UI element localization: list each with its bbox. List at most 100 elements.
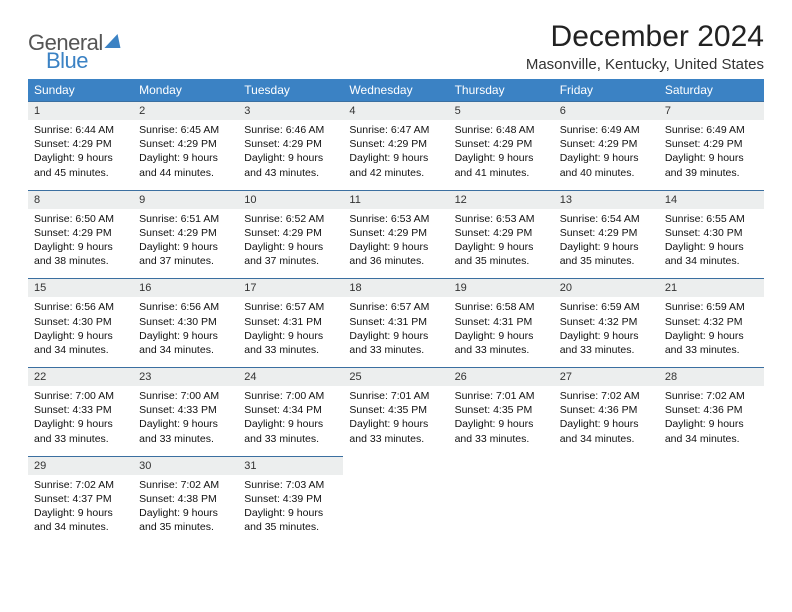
- daylight-line: Daylight: 9 hours and 33 minutes.: [349, 417, 442, 445]
- day-number: 15: [28, 278, 133, 297]
- sunset-line: Sunset: 4:38 PM: [139, 492, 232, 506]
- day-number: 29: [28, 456, 133, 475]
- sunset-line: Sunset: 4:29 PM: [455, 226, 548, 240]
- sunrise-line: Sunrise: 7:02 AM: [665, 389, 758, 403]
- day-detail: Sunrise: 6:52 AMSunset: 4:29 PMDaylight:…: [238, 209, 343, 279]
- calendar-day-cell: 18Sunrise: 6:57 AMSunset: 4:31 PMDayligh…: [343, 278, 448, 367]
- day-detail: Sunrise: 6:50 AMSunset: 4:29 PMDaylight:…: [28, 209, 133, 279]
- sunset-line: Sunset: 4:36 PM: [665, 403, 758, 417]
- day-detail: Sunrise: 7:00 AMSunset: 4:33 PMDaylight:…: [28, 386, 133, 456]
- weekday-header: Thursday: [449, 79, 554, 101]
- sunset-line: Sunset: 4:36 PM: [560, 403, 653, 417]
- day-detail: Sunrise: 6:48 AMSunset: 4:29 PMDaylight:…: [449, 120, 554, 190]
- day-detail: Sunrise: 6:49 AMSunset: 4:29 PMDaylight:…: [554, 120, 659, 190]
- daylight-line: Daylight: 9 hours and 34 minutes.: [665, 417, 758, 445]
- daylight-line: Daylight: 9 hours and 35 minutes.: [139, 506, 232, 534]
- sunrise-line: Sunrise: 7:02 AM: [34, 478, 127, 492]
- sunrise-line: Sunrise: 6:44 AM: [34, 123, 127, 137]
- sunrise-line: Sunrise: 6:49 AM: [560, 123, 653, 137]
- sunrise-line: Sunrise: 6:49 AM: [665, 123, 758, 137]
- sunset-line: Sunset: 4:29 PM: [139, 226, 232, 240]
- day-number: 28: [659, 367, 764, 386]
- calendar-day-cell: 15Sunrise: 6:56 AMSunset: 4:30 PMDayligh…: [28, 278, 133, 367]
- sunrise-line: Sunrise: 6:51 AM: [139, 212, 232, 226]
- weekday-header: Monday: [133, 79, 238, 101]
- weekday-header-row: SundayMondayTuesdayWednesdayThursdayFrid…: [28, 79, 764, 101]
- calendar-day-cell: 23Sunrise: 7:00 AMSunset: 4:33 PMDayligh…: [133, 367, 238, 456]
- sunrise-line: Sunrise: 6:56 AM: [139, 300, 232, 314]
- sunset-line: Sunset: 4:29 PM: [139, 137, 232, 151]
- daylight-line: Daylight: 9 hours and 34 minutes.: [139, 329, 232, 357]
- calendar-week-row: 29Sunrise: 7:02 AMSunset: 4:37 PMDayligh…: [28, 456, 764, 545]
- calendar-day-cell: 21Sunrise: 6:59 AMSunset: 4:32 PMDayligh…: [659, 278, 764, 367]
- sunrise-line: Sunrise: 6:58 AM: [455, 300, 548, 314]
- sunrise-line: Sunrise: 7:00 AM: [139, 389, 232, 403]
- day-number: 19: [449, 278, 554, 297]
- calendar-day-cell: [449, 456, 554, 545]
- sunset-line: Sunset: 4:29 PM: [560, 137, 653, 151]
- sunrise-line: Sunrise: 7:00 AM: [34, 389, 127, 403]
- calendar-day-cell: 26Sunrise: 7:01 AMSunset: 4:35 PMDayligh…: [449, 367, 554, 456]
- daylight-line: Daylight: 9 hours and 34 minutes.: [665, 240, 758, 268]
- calendar-day-cell: 28Sunrise: 7:02 AMSunset: 4:36 PMDayligh…: [659, 367, 764, 456]
- sunrise-line: Sunrise: 6:57 AM: [349, 300, 442, 314]
- sunset-line: Sunset: 4:34 PM: [244, 403, 337, 417]
- day-detail: Sunrise: 6:55 AMSunset: 4:30 PMDaylight:…: [659, 209, 764, 279]
- daylight-line: Daylight: 9 hours and 36 minutes.: [349, 240, 442, 268]
- daylight-line: Daylight: 9 hours and 40 minutes.: [560, 151, 653, 179]
- day-number: 27: [554, 367, 659, 386]
- sunrise-line: Sunrise: 6:59 AM: [560, 300, 653, 314]
- sunrise-line: Sunrise: 6:55 AM: [665, 212, 758, 226]
- day-detail: Sunrise: 6:57 AMSunset: 4:31 PMDaylight:…: [343, 297, 448, 367]
- daylight-line: Daylight: 9 hours and 38 minutes.: [34, 240, 127, 268]
- sunset-line: Sunset: 4:32 PM: [665, 315, 758, 329]
- sunset-line: Sunset: 4:29 PM: [34, 137, 127, 151]
- daylight-line: Daylight: 9 hours and 33 minutes.: [349, 329, 442, 357]
- sunset-line: Sunset: 4:29 PM: [665, 137, 758, 151]
- daylight-line: Daylight: 9 hours and 42 minutes.: [349, 151, 442, 179]
- daylight-line: Daylight: 9 hours and 44 minutes.: [139, 151, 232, 179]
- calendar-day-cell: [554, 456, 659, 545]
- day-number: 17: [238, 278, 343, 297]
- sunrise-line: Sunrise: 6:53 AM: [455, 212, 548, 226]
- brand-logo: General Blue: [28, 20, 123, 72]
- day-number: 1: [28, 101, 133, 120]
- day-number: 24: [238, 367, 343, 386]
- day-detail: Sunrise: 6:47 AMSunset: 4:29 PMDaylight:…: [343, 120, 448, 190]
- location-subtitle: Masonville, Kentucky, United States: [526, 56, 764, 73]
- calendar-day-cell: 10Sunrise: 6:52 AMSunset: 4:29 PMDayligh…: [238, 190, 343, 279]
- day-number: 2: [133, 101, 238, 120]
- calendar-day-cell: 9Sunrise: 6:51 AMSunset: 4:29 PMDaylight…: [133, 190, 238, 279]
- sunrise-line: Sunrise: 7:00 AM: [244, 389, 337, 403]
- calendar-week-row: 15Sunrise: 6:56 AMSunset: 4:30 PMDayligh…: [28, 278, 764, 367]
- calendar-day-cell: 30Sunrise: 7:02 AMSunset: 4:38 PMDayligh…: [133, 456, 238, 545]
- daylight-line: Daylight: 9 hours and 33 minutes.: [34, 417, 127, 445]
- weekday-header: Wednesday: [343, 79, 448, 101]
- day-number: 8: [28, 190, 133, 209]
- day-detail: Sunrise: 7:02 AMSunset: 4:36 PMDaylight:…: [659, 386, 764, 456]
- brand-word-2: Blue: [46, 50, 123, 72]
- day-number: 6: [554, 101, 659, 120]
- day-detail: Sunrise: 7:00 AMSunset: 4:34 PMDaylight:…: [238, 386, 343, 456]
- calendar-week-row: 8Sunrise: 6:50 AMSunset: 4:29 PMDaylight…: [28, 190, 764, 279]
- day-number: 26: [449, 367, 554, 386]
- sunset-line: Sunset: 4:39 PM: [244, 492, 337, 506]
- day-number: 21: [659, 278, 764, 297]
- day-detail: Sunrise: 6:56 AMSunset: 4:30 PMDaylight:…: [133, 297, 238, 367]
- sunrise-line: Sunrise: 7:02 AM: [139, 478, 232, 492]
- daylight-line: Daylight: 9 hours and 35 minutes.: [244, 506, 337, 534]
- day-number: 5: [449, 101, 554, 120]
- sunrise-line: Sunrise: 6:57 AM: [244, 300, 337, 314]
- calendar-day-cell: 19Sunrise: 6:58 AMSunset: 4:31 PMDayligh…: [449, 278, 554, 367]
- calendar-week-row: 1Sunrise: 6:44 AMSunset: 4:29 PMDaylight…: [28, 101, 764, 190]
- day-detail: Sunrise: 7:01 AMSunset: 4:35 PMDaylight:…: [343, 386, 448, 456]
- day-number: 9: [133, 190, 238, 209]
- sunrise-line: Sunrise: 7:03 AM: [244, 478, 337, 492]
- weekday-header: Tuesday: [238, 79, 343, 101]
- day-detail: Sunrise: 6:58 AMSunset: 4:31 PMDaylight:…: [449, 297, 554, 367]
- sunset-line: Sunset: 4:29 PM: [560, 226, 653, 240]
- calendar-day-cell: [343, 456, 448, 545]
- calendar-day-cell: 14Sunrise: 6:55 AMSunset: 4:30 PMDayligh…: [659, 190, 764, 279]
- calendar-day-cell: 8Sunrise: 6:50 AMSunset: 4:29 PMDaylight…: [28, 190, 133, 279]
- daylight-line: Daylight: 9 hours and 41 minutes.: [455, 151, 548, 179]
